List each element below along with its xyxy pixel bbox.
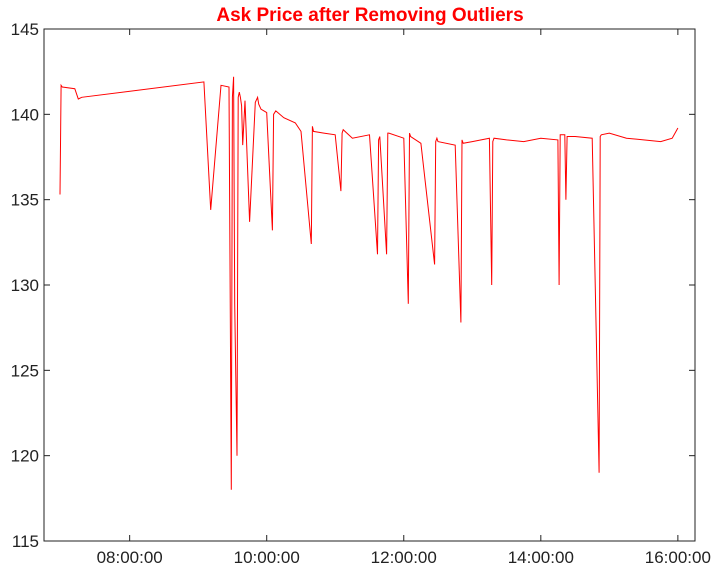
x-tick-label: 14:00:00: [508, 548, 574, 567]
x-tick-label: 08:00:00: [97, 548, 163, 567]
x-tick-label: 12:00:00: [371, 548, 437, 567]
x-tick-label: 10:00:00: [234, 548, 300, 567]
y-tick-label: 130: [11, 276, 39, 295]
price-series-line: [59, 76, 679, 490]
x-axis: 08:00:00 10:00:00 12:00:00 14:00:00 16:00:00: [97, 29, 711, 567]
y-tick-label: 125: [11, 361, 39, 380]
y-tick-label: 120: [11, 447, 39, 466]
plot-frame: [43, 28, 696, 542]
y-axis: 115 120 125 130 135 140 145: [11, 20, 695, 551]
x-tick-label: 16:00:00: [645, 548, 711, 567]
y-tick-label: 135: [11, 191, 39, 210]
y-tick-label: 140: [11, 105, 39, 124]
y-tick-label: 115: [12, 532, 39, 551]
y-tick-label: 145: [11, 20, 39, 39]
chart-title: Ask Price after Removing Outliers: [216, 5, 523, 26]
series-group: [59, 76, 679, 490]
